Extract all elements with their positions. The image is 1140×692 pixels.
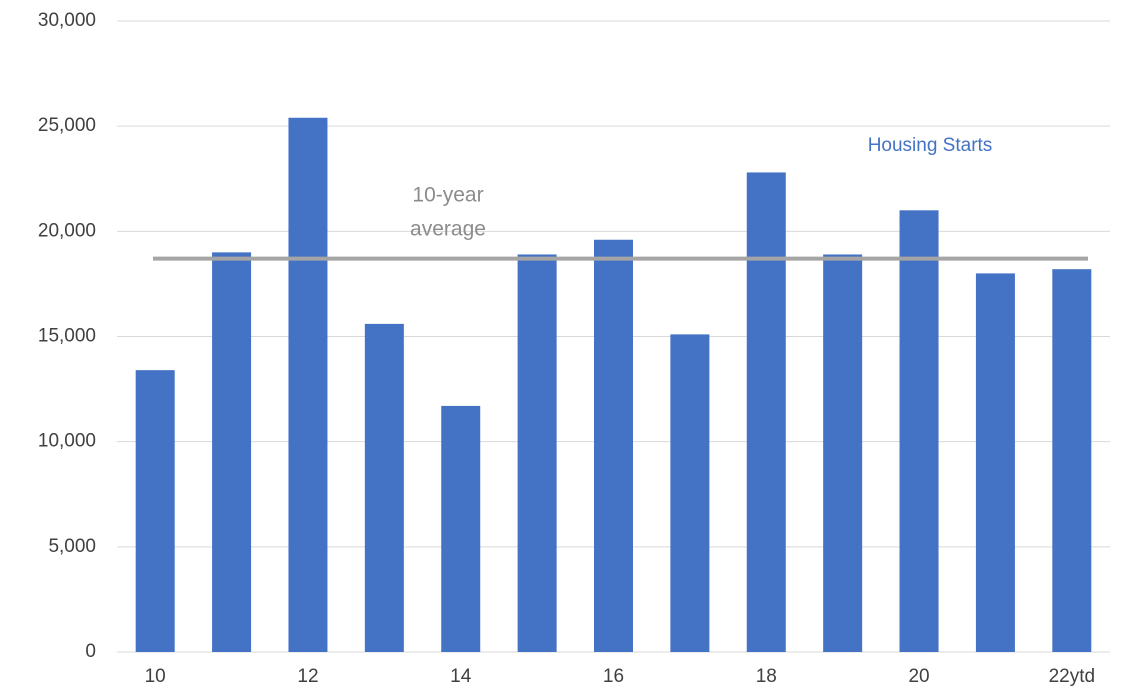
series-label: Housing Starts [868, 135, 993, 156]
reference-label: 10-year [412, 184, 483, 207]
x-tick-label: 16 [603, 666, 624, 687]
bar [364, 323, 404, 652]
reference-label: average [410, 218, 486, 241]
bar [517, 254, 557, 652]
x-tick-label: 14 [450, 666, 472, 687]
y-tick-label: 10,000 [38, 431, 96, 452]
x-tick-label: 22ytd [1049, 666, 1095, 687]
x-tick-label: 18 [756, 666, 777, 687]
bar [746, 172, 786, 652]
x-tick-label: 12 [297, 666, 318, 687]
bar [135, 370, 175, 652]
bar [975, 273, 1015, 652]
bar [670, 334, 710, 652]
bar [899, 210, 939, 653]
y-tick-label: 25,000 [38, 115, 96, 136]
bar [823, 254, 863, 652]
x-tick-label: 10 [145, 666, 166, 687]
y-tick-label: 20,000 [38, 220, 96, 241]
bar [594, 239, 633, 652]
bar [441, 405, 481, 652]
bar [1052, 269, 1092, 652]
y-tick-label: 15,000 [38, 326, 96, 347]
x-tick-label: 20 [908, 666, 929, 687]
y-tick-label: 5,000 [48, 536, 96, 557]
bar [288, 117, 328, 652]
y-tick-label: 30,000 [38, 10, 96, 31]
bar [212, 252, 252, 652]
y-tick-label: 0 [85, 641, 96, 662]
